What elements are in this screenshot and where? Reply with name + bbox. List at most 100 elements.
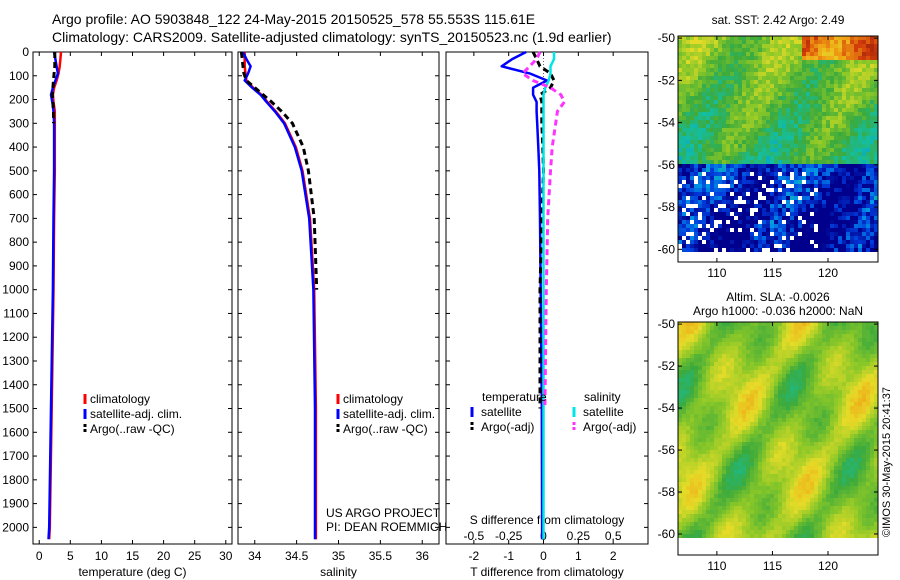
sla-map-pixel	[826, 458, 831, 463]
sst-map-pixel	[770, 248, 775, 253]
sst-map-pixel	[766, 200, 771, 205]
sst-map-pixel	[862, 244, 867, 249]
sla-map-pixel	[682, 438, 687, 443]
sst-map-pixel	[754, 68, 759, 73]
sla-map-pixel	[842, 394, 847, 399]
sla-map-pixel	[698, 358, 703, 363]
sst-map-pixel	[714, 76, 719, 81]
sst-map-pixel	[782, 40, 787, 45]
sst-map-pixel	[782, 68, 787, 73]
sla-map-pixel	[734, 406, 739, 411]
sla-map-pixel	[838, 354, 843, 359]
sla-map-pixel	[818, 382, 823, 387]
sst-map-pixel	[790, 184, 795, 189]
sst-map-pixel	[730, 120, 735, 125]
sst-map-pixel	[858, 184, 863, 189]
sst-map-pixel	[702, 56, 707, 61]
sst-map-pixel	[746, 240, 751, 245]
sst-map-pixel	[710, 52, 715, 57]
sla-map-pixel	[722, 466, 727, 471]
sst-map-pixel	[846, 236, 851, 241]
sst-map-pixel	[738, 208, 743, 213]
sla-map-pixel	[694, 458, 699, 463]
sla-map-pixel	[714, 362, 719, 367]
sst-map-pixel	[854, 48, 859, 53]
sst-map-pixel	[726, 216, 731, 221]
sst-map-pixel	[806, 232, 811, 237]
sla-map-pixel	[702, 422, 707, 427]
sla-map-pixel	[682, 362, 687, 367]
sst-map-pixel	[802, 132, 807, 137]
sst-map-pixel	[714, 40, 719, 45]
sla-map-pixel	[718, 342, 723, 347]
sst-map-pixel	[770, 140, 775, 145]
sst-map-pixel	[830, 132, 835, 137]
sla-map-pixel	[850, 446, 855, 451]
sst-map-pixel	[842, 216, 847, 221]
sst-map-pixel	[826, 120, 831, 125]
sst-map-pixel	[790, 172, 795, 177]
sst-map-pixel	[690, 84, 695, 89]
sst-map-pixel	[830, 84, 835, 89]
sla-map-pixel	[830, 342, 835, 347]
sst-map-pixel	[870, 132, 875, 137]
sla-map-pixel	[814, 390, 819, 395]
sla-map-pixel	[734, 414, 739, 419]
sst-map-pixel	[706, 36, 711, 41]
sla-map-pixel	[874, 466, 879, 471]
sst-map-pixel	[694, 88, 699, 93]
sla-map-pixel	[682, 350, 687, 355]
sla-map-pixel	[762, 438, 767, 443]
sla-map-pixel	[850, 334, 855, 339]
sla-map-pixel	[854, 362, 859, 367]
salinity-xtick-label: 35	[332, 549, 346, 563]
sst-map-pixel	[722, 252, 727, 257]
sst-map-pixel	[726, 52, 731, 57]
sla-map-pixel	[754, 322, 759, 327]
sst-map-pixel	[782, 224, 787, 229]
sst-map-pixel	[766, 148, 771, 153]
sst-map-pixel	[822, 148, 827, 153]
sst-map-pixel	[786, 252, 791, 257]
sst-map-pixel	[870, 116, 875, 121]
sst-map-pixel	[718, 252, 723, 257]
sst-map-pixel	[806, 204, 811, 209]
sst-map-pixel	[690, 136, 695, 141]
sla-map-pixel	[842, 326, 847, 331]
sst-map-pixel	[738, 196, 743, 201]
sst-map-pixel	[678, 220, 683, 225]
sst-map-pixel	[730, 76, 735, 81]
sst-map-pixel	[754, 76, 759, 81]
sst-map-pixel	[854, 72, 859, 77]
sla-map-pixel	[842, 374, 847, 379]
sst-map-pixel	[754, 160, 759, 165]
sla-map-pixel	[698, 334, 703, 339]
sst-map-pixel	[774, 60, 779, 65]
sla-map-pixel	[842, 414, 847, 419]
sst-map-pixel	[846, 152, 851, 157]
sla-map-pixel	[786, 458, 791, 463]
sst-map-pixel	[806, 164, 811, 169]
sst-map-pixel	[842, 252, 847, 257]
sla-map-pixel	[682, 466, 687, 471]
sla-map-pixel	[830, 466, 835, 471]
sst-map-pixel	[746, 104, 751, 109]
sst-map-pixel	[710, 220, 715, 225]
sst-map-pixel	[706, 252, 711, 257]
sla-map-pixel	[778, 326, 783, 331]
sst-map-pixel	[802, 200, 807, 205]
sla-map-pixel	[746, 458, 751, 463]
sla-map-pixel	[810, 450, 815, 455]
sst-map-pixel	[782, 248, 787, 253]
sst-map-pixel	[810, 188, 815, 193]
sst-map-pixel	[682, 132, 687, 137]
sst-map-pixel	[758, 208, 763, 213]
sst-map-pixel	[874, 244, 879, 249]
sst-map-pixel	[682, 240, 687, 245]
sla-map-pixel	[678, 334, 683, 339]
sst-map-pixel	[718, 144, 723, 149]
sla-map-pixel	[822, 418, 827, 423]
sla-map-pixel	[766, 326, 771, 331]
sst-map-pixel	[778, 160, 783, 165]
sla-map-pixel	[746, 430, 751, 435]
